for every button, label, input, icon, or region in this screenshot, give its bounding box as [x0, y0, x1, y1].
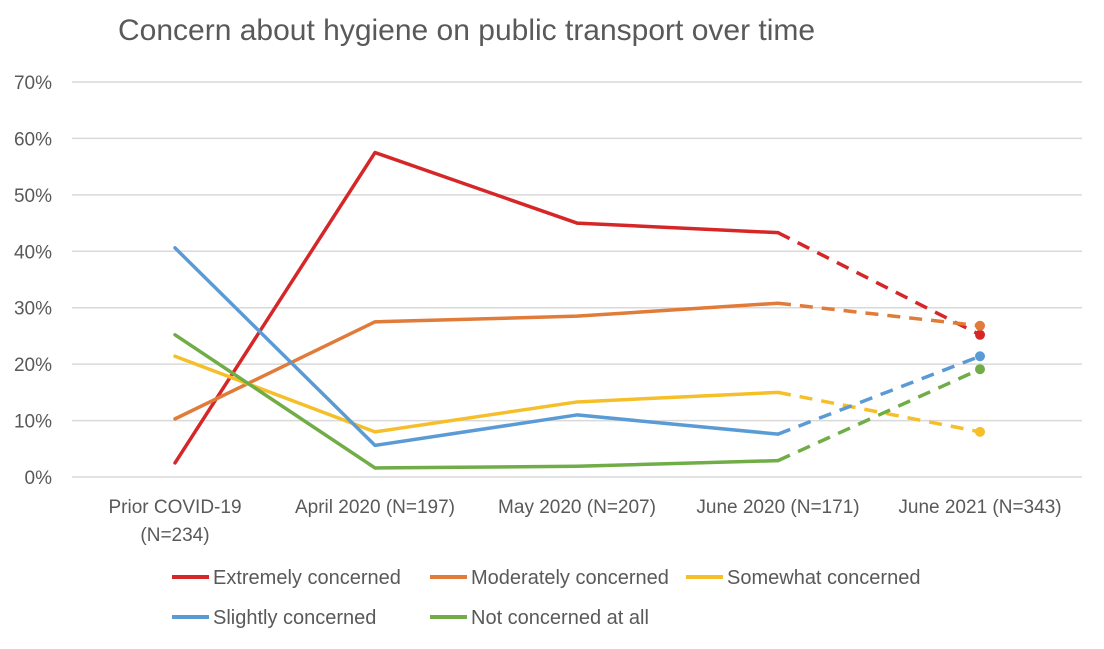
series-line-dashed	[777, 367, 981, 463]
legend-label: Slightly concerned	[213, 607, 376, 629]
series-lines	[173, 150, 985, 470]
legend-label: Moderately concerned	[471, 567, 669, 589]
x-tick-label: (N=234)	[140, 525, 209, 546]
data-point-marker	[975, 320, 985, 331]
series-extremely-concerned	[173, 150, 985, 465]
legend-item-not-concerned-at-all: Not concerned at all	[430, 607, 649, 629]
data-point-marker	[975, 329, 985, 340]
legend-item-extremely-concerned: Extremely concerned	[172, 567, 401, 589]
series-not-concerned-at-all	[173, 333, 985, 470]
data-point-marker	[975, 364, 985, 375]
y-tick-label: 0%	[25, 468, 53, 489]
y-axis-ticks: 0% 10% 20% 30% 40% 50% 60% 70%	[14, 73, 52, 489]
legend-label: Somewhat concerned	[727, 567, 920, 589]
legend-label: Not concerned at all	[471, 607, 649, 629]
series-line-dashed	[777, 354, 981, 436]
legend-item-moderately-concerned: Moderately concerned	[430, 567, 669, 589]
y-tick-label: 40%	[14, 242, 52, 263]
legend-label: Extremely concerned	[213, 567, 401, 589]
series-line-solid	[173, 354, 780, 434]
data-point-marker	[975, 351, 985, 362]
series-somewhat-concerned	[173, 354, 985, 437]
x-tick-label: April 2020 (N=197)	[295, 497, 455, 518]
x-tick-label: May 2020 (N=207)	[498, 497, 656, 518]
y-tick-label: 70%	[14, 73, 52, 94]
y-tick-label: 30%	[14, 299, 52, 320]
series-slightly-concerned	[173, 246, 985, 448]
gridlines	[72, 81, 1082, 478]
legend-item-slightly-concerned: Slightly concerned	[172, 607, 376, 629]
series-line-dashed	[777, 231, 981, 337]
series-line-dashed	[777, 390, 981, 434]
series-line-dashed	[777, 301, 981, 328]
x-tick-label: June 2021 (N=343)	[898, 497, 1061, 518]
y-tick-label: 10%	[14, 412, 52, 433]
chart-title: Concern about hygiene on public transpor…	[118, 14, 815, 47]
legend: Extremely concerned Moderately concerned S…	[172, 567, 920, 629]
series-line-solid	[173, 333, 780, 470]
y-tick-label: 50%	[14, 186, 52, 207]
data-point-marker	[975, 426, 985, 437]
x-tick-label: June 2020 (N=171)	[696, 497, 859, 518]
series-line-solid	[173, 246, 780, 448]
x-axis-ticks: Prior COVID-19 (N=234) April 2020 (N=197) M…	[108, 497, 1061, 546]
y-tick-label: 60%	[14, 129, 52, 150]
series-line-solid	[173, 301, 780, 421]
x-tick-label: Prior COVID-19	[108, 497, 241, 518]
series-line-solid	[173, 150, 780, 465]
legend-item-somewhat-concerned: Somewhat concerned	[686, 567, 920, 589]
y-tick-label: 20%	[14, 355, 52, 376]
series-moderately-concerned	[173, 301, 985, 421]
